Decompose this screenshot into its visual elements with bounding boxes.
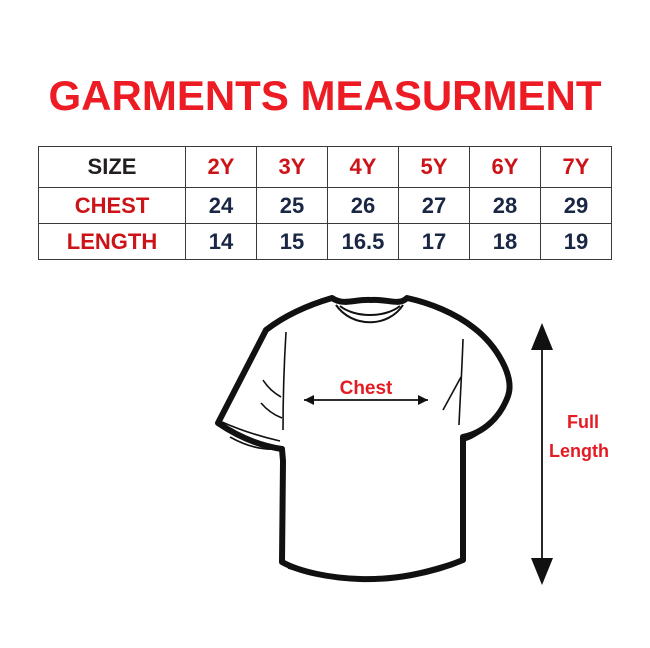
svg-text:Full: Full — [567, 412, 599, 432]
svg-text:Chest: Chest — [340, 378, 393, 399]
svg-text:Length: Length — [549, 441, 609, 461]
